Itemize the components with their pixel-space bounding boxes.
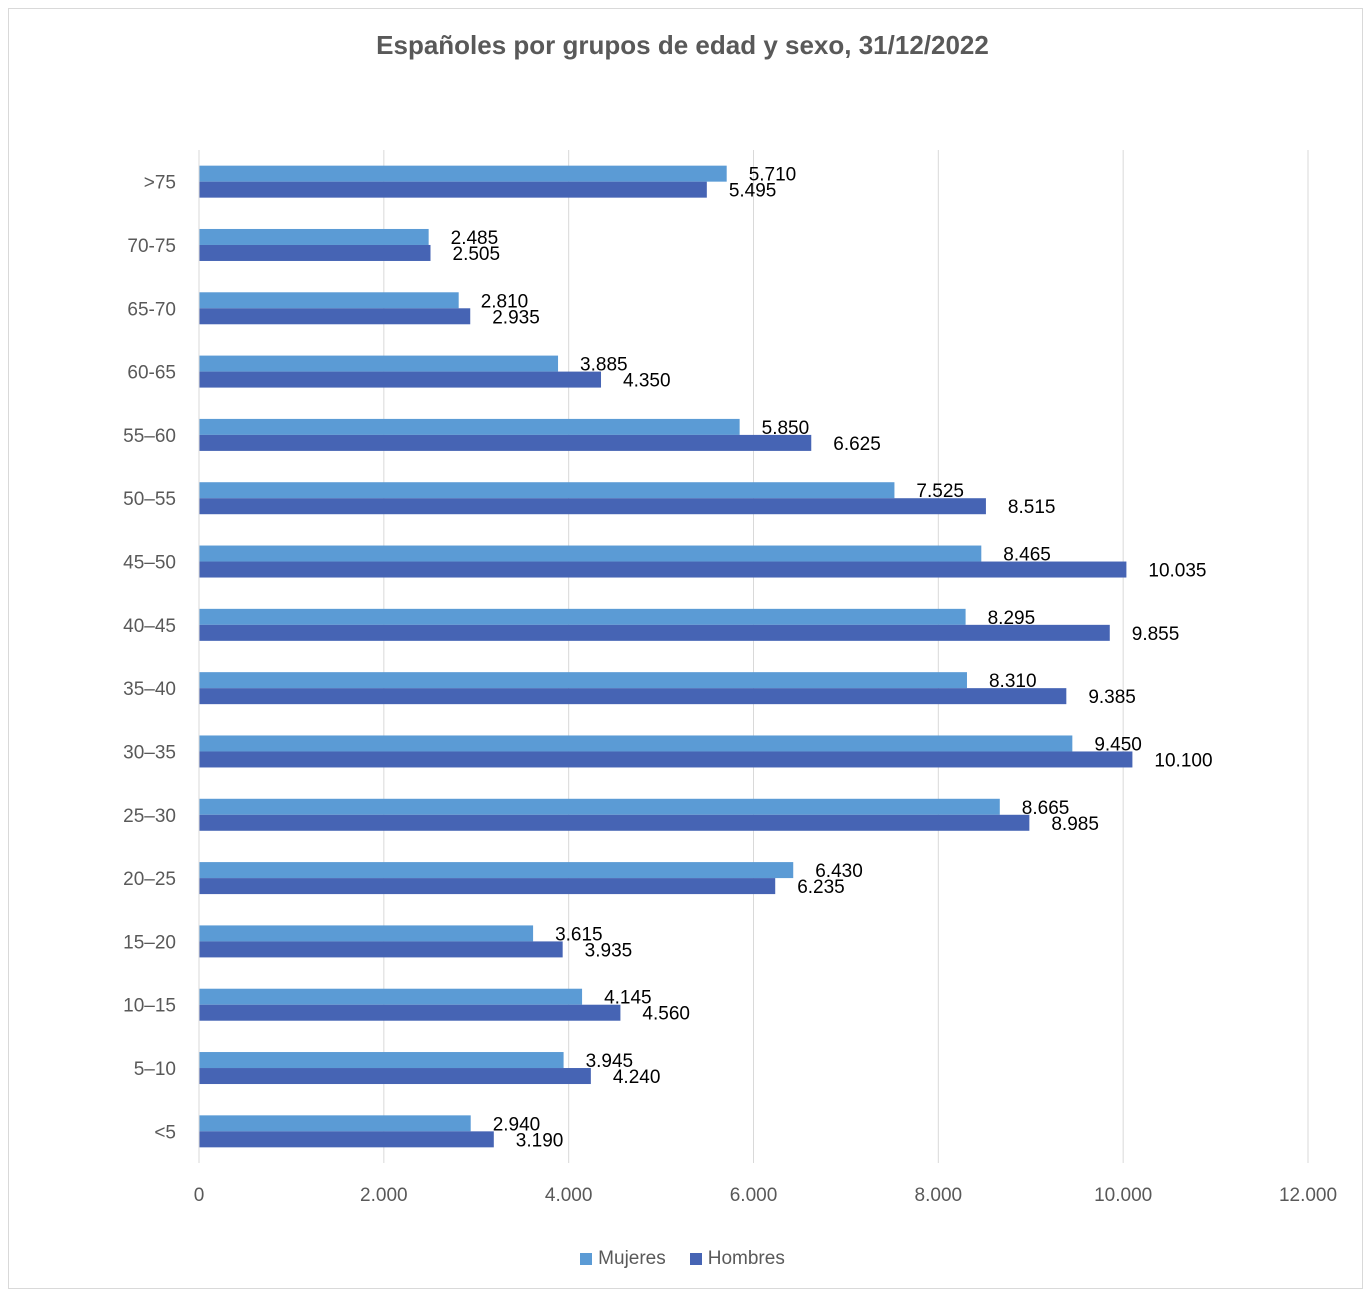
- data-label-hombres: 4.240: [613, 1067, 661, 1088]
- bar-mujeres: [199, 482, 895, 499]
- data-label-hombres: 2.505: [453, 244, 501, 265]
- data-label-hombres: 6.625: [833, 434, 881, 455]
- y-category-label: 5–10: [134, 1059, 176, 1080]
- bar-hombres: [199, 434, 812, 451]
- data-label-mujeres: 2.485: [451, 228, 499, 249]
- y-category-label: <5: [154, 1122, 176, 1143]
- data-label-hombres: 2.935: [492, 307, 540, 328]
- legend-item-hombres: Hombres: [689, 1248, 785, 1270]
- bar-hombres: [199, 308, 471, 325]
- y-category-label: 60-65: [127, 363, 176, 384]
- data-label-mujeres: 3.885: [580, 355, 628, 376]
- data-label-mujeres: 8.310: [989, 671, 1037, 692]
- data-label-mujeres: 8.465: [1003, 545, 1051, 566]
- y-category-label: 15–20: [123, 932, 176, 953]
- data-label-mujeres: 5.850: [762, 418, 810, 439]
- y-category-label: 55–60: [123, 426, 176, 447]
- data-label-hombres: 6.235: [797, 877, 845, 898]
- y-category-label: 20–25: [123, 869, 176, 890]
- chart-title: Españoles por grupos de edad y sexo, 31/…: [376, 30, 989, 60]
- legend-label-hombres: Hombres: [707, 1248, 785, 1269]
- bar-hombres: [199, 1131, 494, 1148]
- bar-hombres: [199, 814, 1030, 831]
- y-category-label: 50–55: [123, 489, 176, 510]
- bar-hombres: [199, 244, 431, 261]
- bar-mujeres: [199, 228, 429, 245]
- x-tick-label: 2.000: [360, 1185, 408, 1206]
- data-label-hombres: 8.515: [1008, 497, 1056, 518]
- bar-hombres: [199, 751, 1133, 768]
- bar-mujeres: [199, 1115, 471, 1132]
- bar-hombres: [199, 688, 1067, 705]
- bar-hombres: [199, 371, 602, 388]
- bar-mujeres: [199, 418, 740, 435]
- bar-mujeres: [199, 292, 459, 309]
- bar-mujeres: [199, 925, 534, 942]
- y-category-label: 45–50: [123, 553, 176, 574]
- data-label-mujeres: 3.945: [586, 1051, 634, 1072]
- x-tick-label: 6.000: [730, 1185, 778, 1206]
- data-label-hombres: 9.855: [1132, 624, 1180, 645]
- bar-mujeres: [199, 1052, 564, 1069]
- y-category-label: 10–15: [123, 996, 176, 1017]
- x-tick-label: 4.000: [545, 1185, 593, 1206]
- bar-hombres: [199, 941, 563, 958]
- bar-hombres: [199, 181, 707, 198]
- bar-mujeres: [199, 545, 982, 562]
- bar-mujeres: [199, 988, 583, 1005]
- y-category-label: 65-70: [127, 299, 176, 320]
- data-label-hombres: 5.495: [729, 181, 777, 202]
- x-tick-label: 12.000: [1279, 1185, 1337, 1206]
- data-label-mujeres: 3.615: [555, 924, 603, 945]
- bar-mujeres: [199, 672, 967, 689]
- data-label-hombres: 8.985: [1051, 814, 1099, 835]
- data-label-mujeres: 8.295: [988, 608, 1036, 629]
- bar-hombres: [199, 498, 986, 515]
- y-category-label: 70-75: [127, 236, 176, 257]
- bar-mujeres: [199, 735, 1073, 752]
- legend-item-mujeres: Mujeres: [580, 1248, 666, 1270]
- data-label-mujeres: 4.145: [604, 988, 652, 1009]
- y-category-label: 40–45: [123, 616, 176, 637]
- bar-hombres: [199, 1004, 621, 1021]
- bar-hombres: [199, 1068, 591, 1085]
- x-tick-label: 0: [194, 1185, 205, 1206]
- data-label-mujeres: 7.525: [916, 481, 964, 502]
- data-label-mujeres: 2.810: [481, 291, 529, 312]
- data-label-hombres: 10.100: [1154, 750, 1212, 771]
- data-label-mujeres: 9.450: [1094, 734, 1142, 755]
- legend-swatch-mujeres: [580, 1253, 593, 1265]
- data-label-mujeres: 8.665: [1022, 798, 1070, 819]
- x-tick-label: 10.000: [1094, 1185, 1152, 1206]
- x-tick-label: 8.000: [915, 1185, 963, 1206]
- bar-hombres: [199, 561, 1127, 578]
- data-label-hombres: 4.350: [623, 371, 671, 392]
- data-label-hombres: 9.385: [1088, 687, 1136, 708]
- data-label-hombres: 4.560: [642, 1004, 690, 1025]
- y-category-label: >75: [144, 173, 176, 194]
- data-label-hombres: 10.035: [1148, 561, 1206, 582]
- bar-mujeres: [199, 355, 559, 372]
- y-category-label: 35–40: [123, 679, 176, 700]
- bar-hombres: [199, 878, 776, 895]
- data-label-hombres: 3.935: [585, 940, 633, 961]
- legend-swatch-hombres: [689, 1253, 702, 1265]
- y-category-label: 30–35: [123, 742, 176, 763]
- bar-mujeres: [199, 862, 794, 879]
- bar-mujeres: [199, 798, 1000, 815]
- data-label-mujeres: 5.710: [749, 165, 797, 186]
- data-label-mujeres: 2.940: [493, 1114, 541, 1135]
- bar-mujeres: [199, 608, 966, 625]
- legend-label-mujeres: Mujeres: [598, 1248, 666, 1269]
- data-label-mujeres: 6.430: [815, 861, 863, 882]
- bar-mujeres: [199, 165, 727, 182]
- bar-hombres: [199, 624, 1110, 641]
- y-category-label: 25–30: [123, 806, 176, 827]
- data-label-hombres: 3.190: [516, 1130, 564, 1151]
- legend: Mujeres Hombres: [0, 1248, 1365, 1270]
